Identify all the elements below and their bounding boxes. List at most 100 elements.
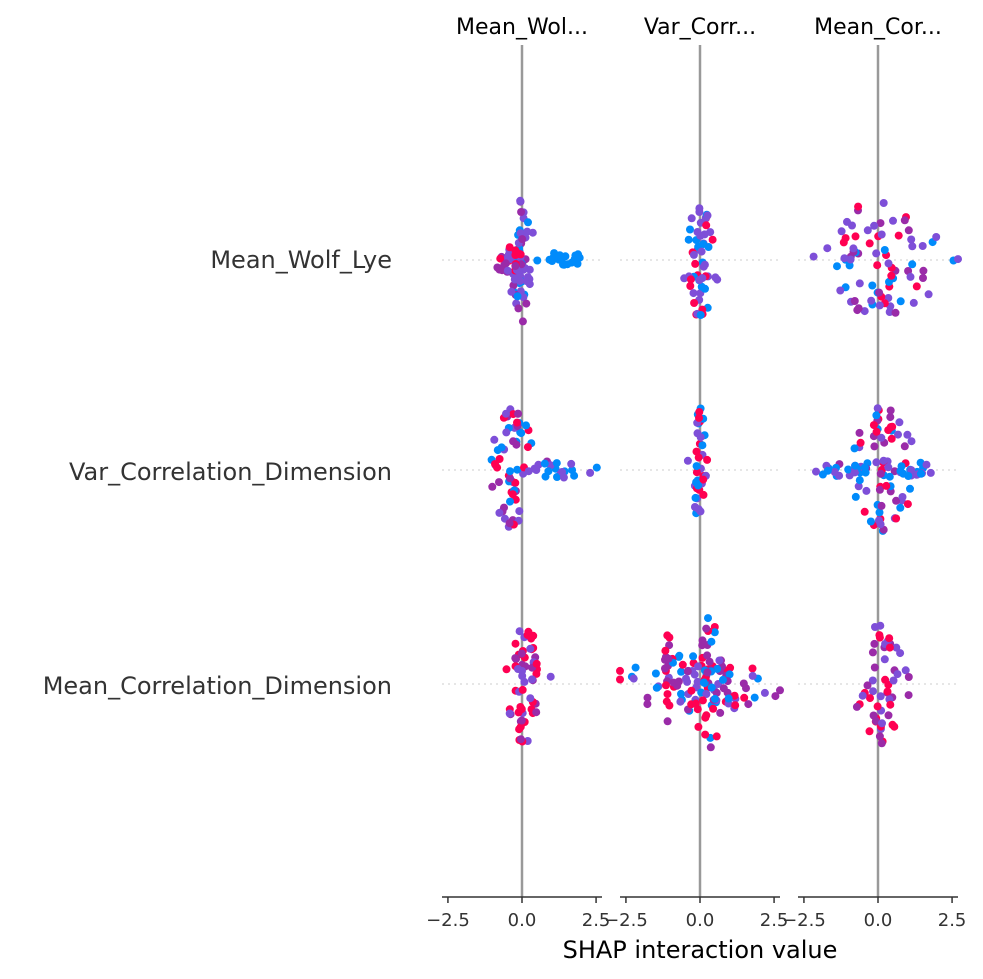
x-tick-label: −2.5 — [604, 910, 648, 931]
x-tick-label: −2.5 — [782, 910, 826, 931]
data-point — [532, 669, 541, 678]
data-point — [904, 472, 913, 480]
data-point — [699, 262, 708, 271]
data-point — [865, 727, 874, 736]
x-axis-title: SHAP interaction value — [563, 936, 838, 964]
data-point — [894, 231, 903, 240]
x-tick-label: 0.0 — [508, 910, 537, 931]
data-point — [903, 430, 912, 439]
data-point — [884, 463, 893, 472]
data-point — [544, 467, 553, 476]
data-point — [848, 221, 856, 230]
data-point — [926, 468, 935, 477]
data-point — [506, 474, 514, 483]
data-point — [678, 660, 687, 669]
data-point — [924, 290, 933, 299]
data-point — [514, 409, 523, 418]
data-point — [696, 311, 705, 319]
data-point — [511, 262, 520, 270]
data-point — [592, 463, 601, 472]
data-point — [692, 462, 701, 471]
data-point — [886, 406, 895, 415]
data-point — [869, 687, 877, 696]
data-point — [518, 672, 527, 680]
data-point — [687, 214, 696, 223]
data-point — [907, 466, 916, 475]
data-point — [898, 493, 907, 501]
data-point — [511, 478, 520, 487]
data-point — [771, 692, 780, 701]
data-point — [872, 717, 880, 726]
data-point — [567, 459, 576, 468]
data-point — [709, 704, 718, 713]
data-point — [892, 514, 901, 523]
x-tick-label: 2.5 — [938, 910, 967, 931]
data-point — [516, 196, 525, 205]
data-point — [726, 663, 735, 672]
data-point — [862, 486, 871, 495]
data-point — [496, 254, 505, 263]
row-label-2: Mean_Correlation_Dimension — [43, 672, 392, 700]
data-point — [696, 433, 705, 442]
data-point — [869, 421, 878, 430]
data-point — [710, 694, 719, 703]
data-point — [904, 691, 913, 700]
data-point — [730, 691, 739, 700]
data-point — [616, 675, 624, 684]
data-point — [908, 260, 917, 269]
data-point — [917, 469, 925, 478]
data-point — [885, 634, 894, 643]
data-point — [552, 459, 561, 468]
data-point — [692, 478, 701, 487]
data-point — [675, 651, 684, 660]
data-point — [651, 669, 660, 678]
data-point — [876, 469, 885, 478]
data-point — [505, 519, 514, 528]
data-point — [684, 235, 693, 244]
data-point — [698, 441, 707, 450]
data-point — [877, 739, 886, 748]
data-point — [879, 199, 888, 207]
data-point — [855, 279, 864, 288]
data-point — [860, 307, 869, 316]
data-point — [860, 507, 869, 516]
data-point — [567, 258, 576, 267]
data-point — [885, 643, 894, 652]
data-point — [866, 694, 874, 703]
data-point — [900, 442, 909, 451]
data-point — [744, 700, 753, 709]
data-point — [870, 221, 879, 230]
data-point — [694, 453, 703, 462]
data-point — [846, 255, 855, 264]
data-point — [879, 456, 888, 465]
data-point — [540, 459, 549, 468]
data-point — [740, 693, 749, 702]
data-point — [870, 639, 879, 648]
data-point — [703, 455, 712, 464]
data-point — [823, 244, 832, 253]
data-point — [876, 219, 885, 228]
data-point — [691, 259, 700, 268]
data-point — [719, 684, 728, 693]
data-point — [524, 218, 532, 227]
data-point — [586, 468, 595, 477]
data-point — [875, 516, 883, 525]
data-point — [896, 649, 905, 658]
data-point — [702, 221, 711, 230]
data-point — [694, 722, 703, 731]
data-point — [502, 428, 511, 437]
data-point — [748, 664, 757, 673]
data-point — [877, 433, 886, 442]
data-point — [701, 730, 710, 739]
data-point — [887, 434, 896, 443]
data-point — [882, 481, 891, 490]
data-point — [515, 725, 524, 734]
data-point — [908, 242, 917, 251]
row-label-0: Mean_Wolf_Lye — [210, 246, 392, 274]
data-point — [546, 256, 555, 265]
data-point — [514, 708, 523, 717]
data-point — [731, 701, 740, 710]
data-point — [506, 467, 514, 476]
data-point — [880, 246, 889, 254]
